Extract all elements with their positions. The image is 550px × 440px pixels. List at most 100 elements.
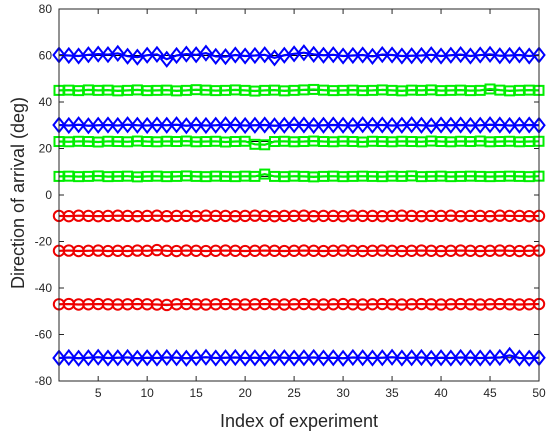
diamond-marker <box>101 349 115 367</box>
diamond-marker <box>179 349 194 367</box>
diamond-marker <box>493 116 507 134</box>
diamond-marker <box>120 47 135 65</box>
diamond-marker <box>277 116 292 134</box>
diamond-marker <box>287 116 301 134</box>
diamond-marker <box>218 349 233 367</box>
diamond-marker <box>81 46 96 64</box>
diamond-marker <box>297 116 311 134</box>
diamond-marker <box>414 116 429 134</box>
diamond-marker <box>463 47 478 65</box>
diamond-marker <box>375 45 390 64</box>
diamond-marker <box>522 116 536 134</box>
x-axis-title: Index of experiment <box>220 411 378 431</box>
diamond-marker <box>297 349 311 367</box>
diamond-marker <box>218 116 233 134</box>
y-axis-title: Direction of arrival (deg) <box>8 97 28 289</box>
diamond-marker <box>355 349 370 367</box>
diamond-marker <box>101 45 115 64</box>
diamond-marker <box>257 349 272 367</box>
diamond-marker <box>316 116 331 134</box>
y-tick-label: -80 <box>35 374 53 388</box>
diamond-marker <box>71 47 86 65</box>
diamond-marker <box>346 46 360 65</box>
diamond-marker <box>169 46 184 65</box>
diamond-marker <box>101 116 115 134</box>
diamond-marker <box>71 116 86 134</box>
diamond-marker <box>277 349 292 367</box>
diamond-marker <box>326 46 341 64</box>
diamond-marker <box>189 116 203 134</box>
diamond-marker <box>463 116 478 135</box>
diamond-marker <box>355 116 370 134</box>
diamond-marker <box>463 349 478 367</box>
diamond-marker <box>248 46 262 65</box>
x-tick-label: 10 <box>140 386 154 400</box>
diamond-marker <box>375 116 390 134</box>
data-markers <box>52 44 546 367</box>
diamond-marker <box>502 116 517 135</box>
diamond-marker <box>434 349 448 367</box>
diamond-marker <box>228 116 243 134</box>
diamond-marker <box>453 116 468 134</box>
diamond-marker <box>62 116 76 135</box>
diamond-marker <box>424 117 439 135</box>
diamond-marker <box>120 348 135 367</box>
diamond-marker <box>512 349 527 367</box>
diamond-marker <box>473 349 487 367</box>
diamond-marker <box>208 47 223 66</box>
y-tick-label: 60 <box>39 49 53 63</box>
diamond-marker <box>483 349 497 367</box>
diamond-marker <box>336 116 350 134</box>
diamond-marker <box>355 46 370 64</box>
diamond-marker <box>385 348 399 366</box>
x-tick-label: 35 <box>385 386 399 400</box>
diamond-marker <box>150 116 164 134</box>
diamond-marker <box>306 348 321 367</box>
diamond-marker <box>434 47 448 65</box>
diamond-marker <box>91 116 105 134</box>
diamond-marker <box>424 46 439 64</box>
diamond-marker <box>257 116 272 134</box>
plot-background <box>59 9 539 381</box>
diamond-marker <box>326 349 341 367</box>
axes: 5 10 15 20 25 30 35 40 45 50 -80 -60 -40 -20 0 20 40 60 80 <box>35 2 546 400</box>
y-tick-label: -20 <box>35 235 53 249</box>
x-tick-label: 40 <box>434 386 448 400</box>
diamond-marker <box>395 349 409 367</box>
diamond-marker <box>502 346 517 365</box>
diamond-marker <box>150 349 164 367</box>
diamond-marker <box>199 116 213 135</box>
diamond-marker <box>277 46 292 64</box>
diamond-marker <box>512 116 527 134</box>
diamond-marker <box>483 45 497 63</box>
diamond-marker <box>159 348 174 367</box>
diamond-marker <box>336 47 350 65</box>
diamond-marker <box>287 349 301 367</box>
diamond-marker <box>150 45 164 63</box>
diamond-marker <box>267 117 282 135</box>
diamond-marker <box>267 348 282 367</box>
diamond-marker <box>140 349 154 367</box>
diamond-marker <box>444 349 458 367</box>
diamond-marker <box>522 349 536 367</box>
diamond-marker <box>365 116 380 134</box>
diamond-marker <box>199 44 213 62</box>
diamond-marker <box>159 50 174 68</box>
diamond-marker <box>522 47 536 65</box>
diamond-marker <box>81 349 96 367</box>
diamond-marker <box>385 116 399 135</box>
diamond-marker <box>140 116 154 135</box>
diamond-marker <box>208 116 223 134</box>
diamond-marker <box>473 116 487 134</box>
y-tick-label: 20 <box>39 142 53 156</box>
diamond-marker <box>453 45 468 64</box>
y-tick-label: -40 <box>35 281 53 295</box>
y-tick-label: 80 <box>39 2 53 16</box>
diamond-marker <box>91 45 105 63</box>
diamond-marker <box>179 117 194 135</box>
diamond-marker <box>483 116 497 134</box>
y-tick-label: -60 <box>35 328 53 342</box>
diamond-marker <box>130 116 145 134</box>
diamond-marker <box>238 47 252 65</box>
